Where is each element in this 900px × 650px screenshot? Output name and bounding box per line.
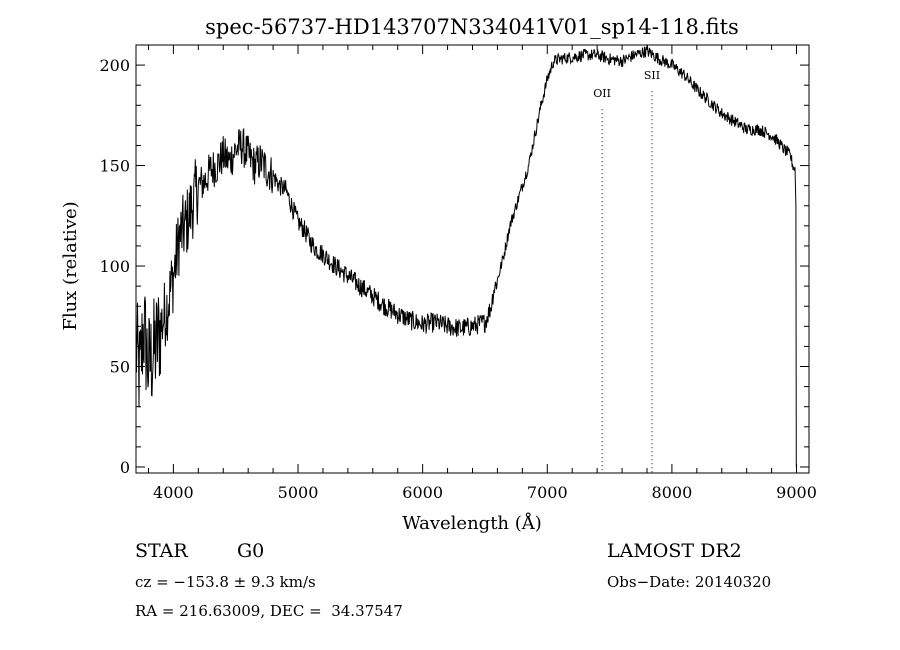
chart-title: spec-56737-HD143707N334041V01_sp14-118.f… bbox=[205, 15, 739, 39]
obs-date-readout: Obs−Date: 20140320 bbox=[607, 573, 772, 591]
x-tick-label: 9000 bbox=[776, 483, 817, 502]
subclass-label: G0 bbox=[237, 540, 265, 562]
star-type-label: STAR bbox=[135, 540, 188, 562]
x-tick-label: 5000 bbox=[278, 483, 319, 502]
x-tick-label: 4000 bbox=[153, 483, 194, 502]
spectral-line-label: OII bbox=[593, 87, 611, 100]
radec-readout: RA = 216.63009, DEC = 34.37547 bbox=[135, 602, 403, 620]
x-tick-label: 6000 bbox=[402, 483, 443, 502]
y-tick-label: 150 bbox=[99, 157, 130, 176]
x-tick-label: 7000 bbox=[527, 483, 568, 502]
spectrum-line-series bbox=[135, 45, 797, 468]
y-tick-label: 100 bbox=[99, 257, 130, 276]
cz-readout: cz = −153.8 ± 9.3 km/s bbox=[135, 573, 316, 591]
y-tick-label: 50 bbox=[110, 358, 130, 377]
x-tick-label: 8000 bbox=[652, 483, 693, 502]
y-tick-label: 0 bbox=[120, 458, 130, 477]
y-axis-label: Flux (relative) bbox=[60, 201, 81, 330]
survey-label: LAMOST DR2 bbox=[607, 540, 742, 562]
y-tick-label: 200 bbox=[99, 56, 130, 75]
plot-frame bbox=[135, 44, 810, 474]
spectral-line-label: SII bbox=[644, 69, 660, 82]
x-axis-label: Wavelength (Å) bbox=[402, 512, 542, 534]
